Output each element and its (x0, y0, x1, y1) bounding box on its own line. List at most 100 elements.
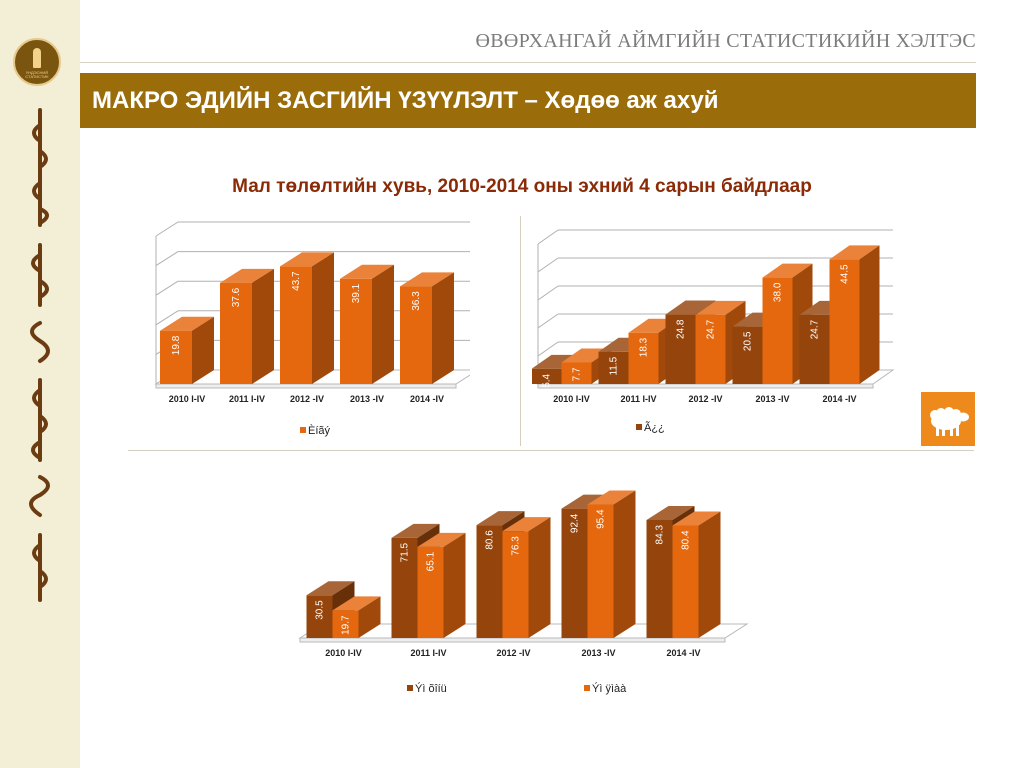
bar-front (502, 531, 529, 638)
bar (220, 268, 274, 384)
data-label: 95.4 (596, 509, 607, 529)
chart-horses: 5.4 7.7 2010 I-IV 11.5 18.3 2011 I-IV 24.8 24.7… (532, 229, 895, 434)
bar-front (732, 326, 763, 384)
bar (340, 264, 394, 384)
bar-front (332, 610, 359, 638)
sheep-icon (921, 392, 975, 446)
bar-top (306, 581, 355, 596)
data-label: 7.7 (572, 367, 583, 381)
bar-top (672, 511, 721, 526)
organization-name: ӨВӨРХАНГАЙ АЙМГИЙН СТАТИСТИКИЙН ХЭЛТЭС (475, 30, 976, 52)
data-label: 19.7 (341, 615, 352, 635)
mongolian-script-decoration (29, 108, 50, 602)
bar-front (532, 368, 562, 384)
x-tick-label: 2010 I-IV (169, 394, 206, 404)
bar-front (561, 362, 592, 384)
bar-front (417, 546, 444, 638)
data-label: 24.8 (676, 319, 687, 339)
bar-front (340, 278, 372, 384)
header-divider (80, 62, 976, 63)
x-tick-label: 2014 -IV (666, 648, 700, 658)
data-label: 20.5 (743, 331, 754, 351)
bar (762, 263, 813, 384)
x-tick-label: 2012 -IV (290, 394, 324, 404)
bar-top (400, 272, 454, 287)
gridline-side (537, 341, 559, 357)
data-label: 19.8 (171, 335, 182, 355)
bar-front (672, 525, 699, 638)
bar-front (220, 282, 252, 384)
data-label: 92.4 (570, 513, 581, 533)
panel-divider-vertical (520, 216, 521, 446)
data-label: 80.6 (485, 530, 496, 550)
bar-top (332, 596, 381, 611)
data-label: 18.3 (639, 337, 650, 357)
bar-top (502, 517, 551, 532)
data-label: 80.4 (681, 530, 692, 550)
logo-text: ҮНДЭСНИЙ СТАТИСТИК (25, 70, 49, 79)
bar-front (799, 314, 830, 384)
data-label: 38.0 (773, 282, 784, 302)
bar (160, 316, 214, 384)
bar-top (646, 505, 695, 520)
bar-side (698, 511, 721, 638)
data-label: 84.3 (655, 525, 666, 545)
x-tick-label: 2011 I-IV (229, 394, 265, 404)
x-tick-label: 2011 I-IV (410, 648, 446, 658)
bar (587, 490, 636, 638)
bar-side (528, 517, 551, 638)
bar-top (340, 264, 394, 279)
data-label: 44.5 (840, 264, 851, 284)
data-label: 39.1 (351, 283, 362, 303)
bar-top (280, 252, 334, 267)
bar (672, 511, 721, 638)
bar-side (192, 316, 214, 384)
bar-top (417, 532, 466, 547)
bar-top (665, 300, 716, 315)
x-tick-label: 2013 -IV (350, 394, 384, 404)
bar (280, 252, 334, 384)
bar-side (358, 596, 381, 638)
bar-side (859, 245, 880, 384)
data-label: 71.5 (400, 542, 411, 562)
bar-front (391, 537, 418, 638)
gridline-side (155, 280, 179, 296)
bar-side (252, 268, 274, 384)
gridline-side (155, 251, 179, 267)
x-tick-label: 2012 -IV (688, 394, 722, 404)
bar-front (306, 595, 333, 638)
chart-floor-edge (299, 637, 726, 643)
bar-side (372, 264, 394, 384)
sidebar: ҮНДЭСНИЙ СТАТИСТИК (0, 0, 80, 768)
bar (400, 272, 454, 384)
bar-side (613, 490, 636, 638)
bar-top (762, 263, 813, 278)
gridline-side (537, 257, 559, 273)
legend-label: Ã¿¿ (644, 421, 665, 434)
bar-top (160, 316, 214, 331)
data-label: 76.3 (511, 536, 522, 556)
x-tick-label: 2013 -IV (755, 394, 789, 404)
bar-top (220, 268, 274, 283)
legend-label: Ýì ÿìàà (592, 682, 627, 695)
bar-front (695, 314, 726, 384)
x-tick-label: 2010 I-IV (325, 648, 362, 658)
bar-top (829, 245, 880, 260)
x-tick-label: 2014 -IV (822, 394, 856, 404)
bar-top (587, 490, 636, 505)
legend-swatch (300, 427, 306, 433)
bar-front (400, 286, 432, 384)
chart-subtitle: Мал төлөлтийн хувь, 2010-2014 оны эхний … (232, 176, 812, 197)
bar-top (391, 523, 440, 538)
x-tick-label: 2013 -IV (581, 648, 615, 658)
data-label: 11.5 (609, 356, 620, 375)
bar-top (695, 300, 746, 315)
bar-front (646, 519, 673, 638)
banner-title: МАКРО ЭДИЙН ЗАСГИЙН ҮЗҮҮЛЭЛТ – Хөдөө аж … (92, 87, 719, 114)
bar (417, 532, 466, 638)
bar-front (160, 330, 192, 384)
soyombo-logo: ҮНДЭСНИЙ СТАТИСТИК (13, 38, 61, 86)
legend-label: Èíãý (308, 424, 331, 437)
data-label: 65.1 (426, 551, 437, 571)
x-tick-label: 2014 -IV (410, 394, 444, 404)
